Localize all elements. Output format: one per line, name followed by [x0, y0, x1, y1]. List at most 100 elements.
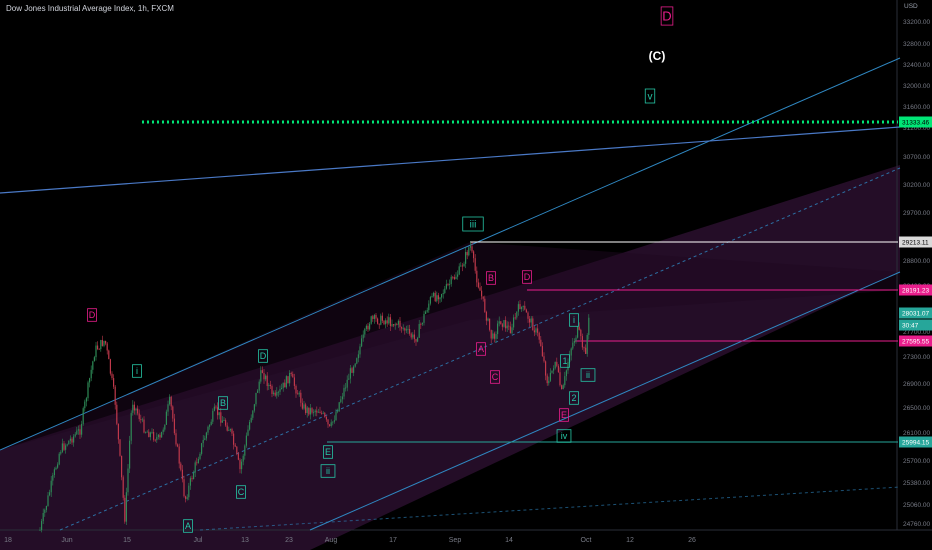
candle-body	[373, 315, 375, 319]
candle-body	[220, 412, 222, 423]
wave-label-box	[660, 6, 674, 26]
price-tick-label: 30700.00	[903, 154, 930, 161]
wave-label-text: D	[662, 9, 671, 24]
wave-label: ii	[580, 368, 596, 382]
candle-body	[213, 406, 215, 411]
candle-body	[175, 433, 177, 445]
candle-body	[354, 363, 356, 367]
candle-body	[165, 411, 167, 425]
price-tag: 31333.46	[899, 116, 932, 128]
candle-body	[580, 329, 582, 337]
candle-body	[356, 358, 358, 364]
candle-body	[340, 399, 342, 403]
channel-fill	[0, 165, 900, 550]
candle-body	[228, 430, 230, 432]
wave-label-box	[218, 396, 228, 410]
candle-body	[141, 419, 143, 421]
candle-body	[76, 430, 78, 435]
candle-body	[393, 324, 395, 326]
candle-body	[463, 263, 465, 267]
wave-label: D	[660, 6, 674, 26]
candle-body	[193, 472, 195, 480]
candle-body	[298, 392, 300, 395]
price-tick-label: 25700.00	[903, 458, 930, 465]
candle-body	[277, 391, 279, 393]
candle-body	[338, 402, 340, 412]
wave-label: 2	[569, 391, 579, 405]
candle-body	[133, 404, 135, 411]
candle-body	[540, 339, 542, 347]
candle-body	[295, 385, 297, 394]
candle-body	[420, 323, 422, 325]
candle-body	[113, 378, 115, 387]
time-tick-label: 23	[285, 537, 293, 544]
candle-body	[293, 377, 295, 386]
candle-body	[425, 311, 427, 314]
candle-body	[484, 298, 486, 312]
wave-label-box	[87, 308, 97, 322]
candle-body	[327, 419, 329, 425]
candle-body	[575, 337, 577, 342]
candle-body	[532, 318, 534, 331]
candle-body	[493, 333, 495, 339]
candle-body	[116, 404, 118, 424]
wave-label: iv	[556, 429, 572, 443]
candle-body	[87, 382, 89, 399]
candle-body	[508, 325, 510, 327]
wave-label-text: ii	[326, 466, 330, 476]
price-tick-label: 24760.00	[903, 521, 930, 528]
candle-body	[513, 317, 515, 328]
candle-body	[378, 323, 380, 325]
candle-body	[231, 429, 233, 434]
wave-label: C	[490, 370, 500, 384]
candle-body	[404, 328, 406, 331]
wave-label-text: E	[325, 447, 331, 457]
candle-body	[529, 318, 531, 323]
candle-body	[361, 338, 363, 347]
candle-body	[239, 459, 241, 470]
wave-label-box	[560, 354, 570, 368]
wave-label-box	[320, 464, 336, 478]
candle-body	[205, 432, 207, 439]
candle-body	[367, 325, 369, 330]
candle-body	[401, 327, 403, 329]
candle-body	[330, 422, 332, 426]
candle-body	[562, 385, 564, 390]
candle-body	[337, 411, 339, 413]
candle-body	[249, 421, 251, 430]
candle-body	[578, 326, 580, 330]
candle-body	[341, 396, 343, 400]
candle-body	[265, 375, 267, 380]
candle-body	[140, 419, 142, 420]
candle-body	[482, 296, 484, 299]
candle-body	[517, 304, 519, 312]
candle-body	[548, 380, 550, 384]
candle-body	[138, 413, 140, 420]
price-tag-box	[899, 116, 932, 128]
candle-body	[377, 318, 379, 324]
wave-label-box	[258, 349, 268, 363]
candle-body	[289, 372, 291, 384]
candle-body	[97, 345, 99, 350]
candle-body	[516, 311, 518, 318]
wave-label: E	[323, 445, 333, 459]
candle-body	[381, 315, 383, 321]
candle-body	[577, 326, 579, 338]
candle-body	[114, 386, 116, 405]
candle-body	[551, 370, 553, 373]
candle-body	[389, 317, 391, 327]
candle-body	[181, 469, 183, 480]
candle-body	[145, 432, 147, 433]
candle-body	[313, 412, 315, 413]
wave-label-text: C	[238, 487, 245, 497]
wave-label: B	[218, 396, 228, 410]
candle-body	[465, 252, 467, 264]
candle-body	[433, 292, 435, 297]
candle-body	[524, 305, 526, 310]
candle-body	[409, 328, 411, 334]
candle-body	[92, 361, 94, 370]
wave-label-text: C	[492, 372, 499, 382]
candle-body	[109, 359, 111, 374]
wave-label-text: D	[524, 272, 531, 282]
